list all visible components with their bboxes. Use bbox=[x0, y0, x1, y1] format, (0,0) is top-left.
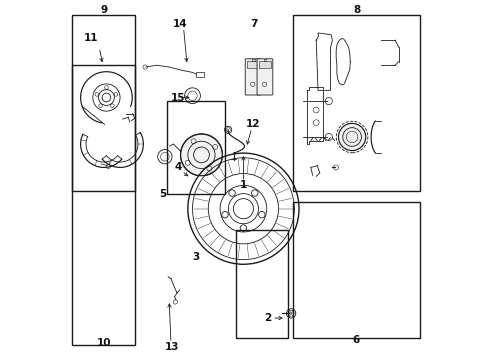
Text: 6: 6 bbox=[352, 334, 359, 345]
Text: 4: 4 bbox=[174, 162, 182, 172]
Bar bbox=[292, 15, 419, 191]
Bar bbox=[72, 15, 135, 345]
Text: 12: 12 bbox=[246, 120, 260, 129]
Text: 10: 10 bbox=[96, 338, 111, 348]
Bar bbox=[72, 65, 135, 191]
Bar bbox=[251, 59, 254, 61]
Bar bbox=[167, 101, 224, 194]
Text: 14: 14 bbox=[172, 19, 187, 29]
Bar bbox=[247, 61, 258, 68]
Text: 1: 1 bbox=[239, 180, 246, 190]
Text: 8: 8 bbox=[353, 5, 360, 15]
Bar bbox=[235, 230, 287, 338]
Bar bbox=[259, 61, 270, 68]
FancyBboxPatch shape bbox=[257, 59, 272, 95]
Text: 5: 5 bbox=[159, 189, 166, 199]
Text: 13: 13 bbox=[164, 342, 179, 352]
Text: 3: 3 bbox=[192, 252, 199, 262]
FancyBboxPatch shape bbox=[244, 59, 261, 95]
Bar bbox=[292, 202, 419, 338]
Text: 11: 11 bbox=[84, 33, 99, 43]
Bar bbox=[196, 72, 203, 77]
Text: 7: 7 bbox=[250, 19, 257, 29]
Text: 15: 15 bbox=[171, 93, 185, 103]
Text: 9: 9 bbox=[100, 5, 107, 15]
Circle shape bbox=[180, 134, 222, 176]
Text: 2: 2 bbox=[264, 313, 271, 323]
Circle shape bbox=[338, 123, 365, 150]
Bar bbox=[263, 59, 266, 61]
